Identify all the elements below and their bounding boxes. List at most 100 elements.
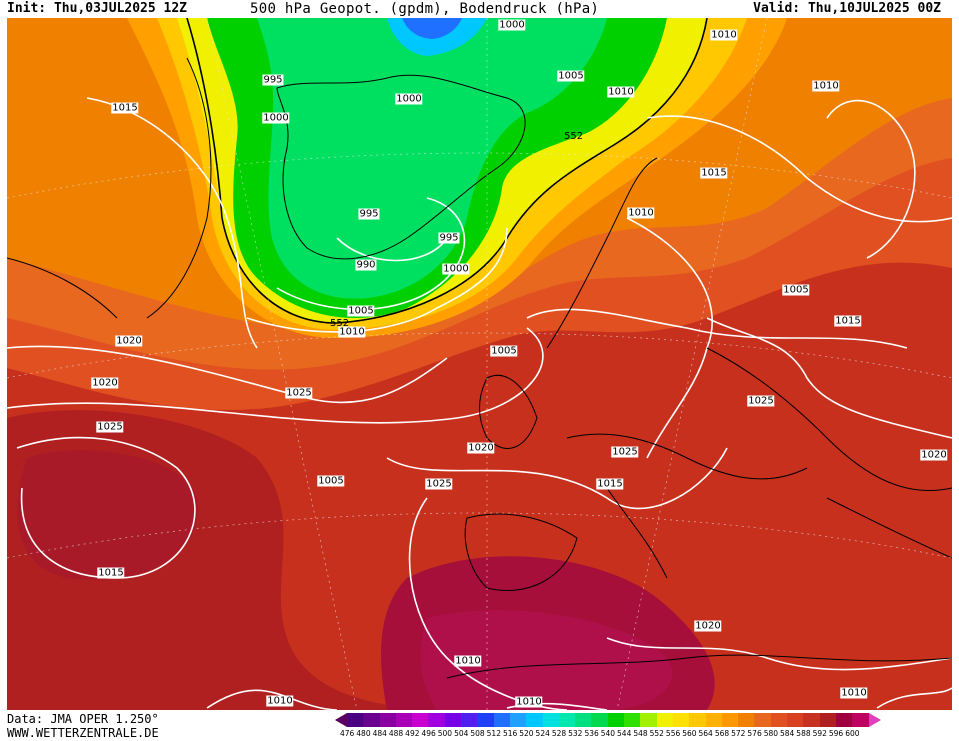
weather-map: 1000 1010 995 1015 1000 1005 1010 1000 5… <box>7 18 952 710</box>
isobar-label: 1025 <box>96 421 124 433</box>
color-scale-labels: 476 480 484 488 492 496 500 504 508 512 516 520 524 5… <box>340 729 869 738</box>
coastlines <box>7 57 952 679</box>
color-scale-swatch <box>526 713 543 727</box>
color-scale-tick-label: 576 <box>747 729 762 738</box>
color-scale-swatch <box>444 713 462 727</box>
data-source-label: Data: JMA OPER 1.250° <box>7 712 159 726</box>
color-scale-tick-label: 584 <box>780 729 795 738</box>
valid-time-label: Valid: Thu,10JUL2025 00Z <box>753 1 941 16</box>
color-scale-swatch <box>754 713 771 727</box>
isobar-label: 1000 <box>262 112 290 124</box>
contour-552 <box>186 18 708 324</box>
field-588-atlantic <box>17 450 198 580</box>
isobar-label: 1015 <box>111 102 139 114</box>
isobar-label: 1020 <box>467 442 495 454</box>
color-scale-tick-label: 600 <box>845 729 860 738</box>
color-scale-swatch <box>689 713 706 727</box>
isobar-label: 1010 <box>840 687 868 699</box>
isobar-label: 1020 <box>920 449 948 461</box>
isobar-label: 1000 <box>442 263 470 275</box>
color-scale-tick-label: 540 <box>600 729 616 738</box>
color-scale-swatch <box>493 713 510 727</box>
geopotential-label: 552 <box>564 131 584 142</box>
color-scale-swatch <box>803 713 820 727</box>
scale-arrow-left-icon <box>335 713 347 727</box>
isobar-label: 1020 <box>694 620 722 632</box>
color-scale-swatch <box>787 713 804 727</box>
isobar-label: 995 <box>262 74 284 86</box>
website-label: WWW.WETTERZENTRALE.DE <box>7 726 159 740</box>
color-scale-tick-label: 536 <box>584 729 599 738</box>
isobar-label: 995 <box>358 208 380 220</box>
color-scale-tick-label: 520 <box>519 729 534 738</box>
isobar-label: 1005 <box>317 475 345 487</box>
isobar-label: 1005 <box>490 345 518 357</box>
color-scale-tick-label: 488 <box>388 729 404 738</box>
isobar-label: 1015 <box>97 567 125 579</box>
color-scale-swatch <box>395 713 413 727</box>
color-scale-swatch <box>461 713 478 727</box>
color-scale-legend: 476 480 484 488 492 496 500 504 508 512 516 520 524 5… <box>335 712 955 740</box>
color-scale-tick-label: 556 <box>665 729 681 738</box>
color-scale-tick-label: 524 <box>535 729 550 738</box>
graticule <box>7 18 952 710</box>
color-scale-tick-label: 580 <box>763 729 779 738</box>
color-scale-swatch <box>721 713 739 727</box>
isobar-label: 1005 <box>782 284 810 296</box>
isobar-label: 1010 <box>338 326 366 338</box>
isobar-label: 1010 <box>627 207 655 219</box>
geopotential-label: 552 <box>330 318 350 329</box>
color-scale-swatch <box>624 713 641 727</box>
isobar-label: 1025 <box>747 395 775 407</box>
color-scale-swatch <box>477 713 494 727</box>
color-scale-swatch <box>412 713 429 727</box>
isobar-label: 1020 <box>91 377 119 389</box>
isobar-label: 1015 <box>596 478 624 490</box>
color-scale-swatch <box>363 713 380 727</box>
color-scale-tick-label: 532 <box>568 729 583 738</box>
field-536 <box>257 18 607 299</box>
isobar-label: 1015 <box>700 167 728 179</box>
color-scale-swatch <box>835 713 853 727</box>
color-scale-tick-label: 588 <box>796 729 811 738</box>
isobar-label: 1025 <box>611 446 639 458</box>
map-canvas <box>7 18 952 710</box>
color-scale-tick-label: 596 <box>828 729 844 738</box>
color-scale-swatch <box>509 713 527 727</box>
color-scale-swatch <box>819 713 836 727</box>
isobar-label: 1000 <box>395 93 423 105</box>
color-scale-tick-label: 572 <box>731 729 746 738</box>
isobar-label: 1025 <box>425 478 453 490</box>
color-scale-tick-label: 544 <box>617 729 632 738</box>
isobar-label: 1010 <box>266 695 294 707</box>
isobar-label: 1005 <box>557 70 585 82</box>
color-scale-tick-label: 512 <box>486 729 501 738</box>
color-scale-swatch <box>770 713 788 727</box>
color-scale-tick-label: 500 <box>437 729 453 738</box>
color-scale-tick-label: 548 <box>633 729 648 738</box>
color-scale-bar <box>347 713 869 727</box>
isobar-label: 1020 <box>115 335 143 347</box>
color-scale-swatch <box>852 713 869 727</box>
isobar-label: 995 <box>438 232 460 244</box>
color-scale-tick-label: 484 <box>372 729 387 738</box>
color-scale-swatch <box>575 713 592 727</box>
scale-arrow-right-icon <box>868 713 881 727</box>
color-scale-tick-label: 480 <box>356 729 371 738</box>
color-scale-swatch <box>542 713 559 727</box>
isobar-label: 1010 <box>607 86 635 98</box>
color-scale-swatch <box>607 713 625 727</box>
isobar-label: 1010 <box>710 29 738 41</box>
color-scale-swatch <box>738 713 755 727</box>
color-scale-swatch <box>558 713 576 727</box>
color-scale-tick-label: 564 <box>698 729 713 738</box>
color-scale-tick-label: 516 <box>502 729 518 738</box>
color-scale-tick-label: 476 <box>339 729 355 738</box>
color-scale-tick-label: 560 <box>682 729 697 738</box>
color-scale-tick-label: 492 <box>405 729 420 738</box>
isobar-label: 1015 <box>834 315 862 327</box>
isobar-label: 1010 <box>812 80 840 92</box>
color-scale-swatch <box>591 713 608 727</box>
color-scale-tick-label: 508 <box>470 729 485 738</box>
init-time-label: Init: Thu,03JUL2025 12Z <box>7 1 188 16</box>
